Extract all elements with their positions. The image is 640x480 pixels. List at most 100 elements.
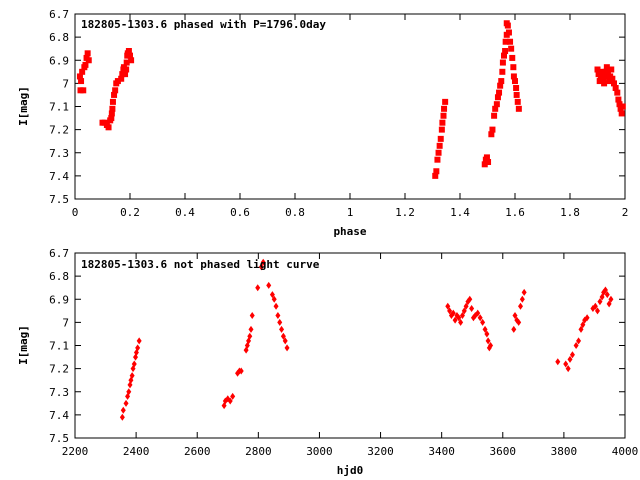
data-point [485,159,492,165]
data-point [76,73,83,80]
x-axis-ticks: 0 0.2 0.4 0.6 0.8 1 1.2 1.4 1.6 1.8 2 [72,14,629,219]
data-point [602,286,608,294]
data-point [508,45,515,52]
data-point [445,302,451,310]
data-point [84,50,91,57]
y-tick-label: 6.8 [49,31,69,44]
data-point [105,124,112,131]
data-point [438,126,445,133]
data-point [123,66,130,73]
data-point [513,91,520,98]
data-point [258,263,264,271]
data-point [601,80,608,87]
data-point [611,80,617,87]
y-axis-ticks: 6.7 6.8 6.9 7 7.1 7.2 7.3 7.4 7.5 [49,247,625,445]
data-point [128,57,135,64]
data-point [509,54,516,61]
data-point [125,48,132,54]
y-tick-label: 7.3 [49,386,69,399]
data-point [436,142,443,149]
data-point [609,75,616,82]
x-axis-label: phase [333,225,366,238]
data-point [433,168,440,175]
data-point [496,89,503,96]
data-point [260,258,266,266]
data-point [109,105,116,112]
chart-title: 182805-1303.6 phased with P=1796.0day [81,18,326,31]
x-tick-label: 3400 [428,445,455,458]
x-tick-label: 2 [622,206,629,219]
y-tick-label: 7.1 [49,340,69,353]
data-point [494,94,501,101]
y-tick-label: 7.2 [49,363,69,376]
x-tick-label: 1.2 [395,206,415,219]
data-point [483,154,490,161]
data-point [619,103,626,110]
data-point [512,311,518,319]
data-point [519,295,525,303]
data-point [123,59,130,66]
data-point [477,314,483,322]
data-point [505,29,512,36]
data-point [78,78,85,85]
y-tick-label: 6.9 [49,54,69,67]
x-tick-label: 2800 [245,445,272,458]
data-point [271,295,277,303]
data-point [497,82,504,89]
data-point [580,321,586,329]
data-point [437,135,444,142]
data-point [447,307,453,315]
data-point [608,66,615,73]
data-point [584,314,590,322]
data-point [598,68,605,75]
data-point [606,300,612,308]
plot-frame [74,252,626,439]
y-tick-label: 7.3 [49,147,69,160]
data-point [111,91,118,98]
data-point [248,325,254,333]
data-point [597,298,603,306]
data-point [135,344,141,352]
data-point [439,119,446,126]
data-point [507,38,514,45]
data-points [119,258,614,421]
plot-frame [74,13,626,200]
x-axis-label: hjd0 [337,464,364,477]
data-points [76,20,626,179]
y-tick-label: 7.1 [49,101,69,114]
y-tick-label: 6.9 [49,293,69,306]
data-point [432,172,439,179]
data-point [85,57,92,64]
data-point [481,161,488,168]
y-tick-label: 6.7 [49,8,69,21]
data-point [434,156,441,163]
y-tick-label: 6.7 [49,247,69,260]
data-point [616,101,623,108]
x-tick-label: 0.2 [120,206,140,219]
data-point [122,71,129,78]
data-point [82,61,89,68]
data-point [488,131,495,138]
data-point [493,101,500,108]
data-point [469,305,475,312]
data-point [458,318,464,326]
data-point [618,110,625,117]
data-point [280,332,286,340]
y-tick-label: 7.5 [49,193,69,206]
data-point [569,351,575,359]
data-point [484,330,490,338]
x-tick-label: 0.6 [230,206,250,219]
data-point [120,406,126,414]
data-point [518,302,523,310]
data-point [227,397,233,405]
data-point [108,115,115,122]
x-tick-label: 1.6 [505,206,525,219]
data-point [492,105,499,112]
x-tick-label: 0.4 [175,206,195,219]
x-tick-label: 3800 [551,445,578,458]
data-point [112,87,119,94]
data-point [614,89,621,96]
data-point [501,52,507,59]
data-point [442,98,449,105]
